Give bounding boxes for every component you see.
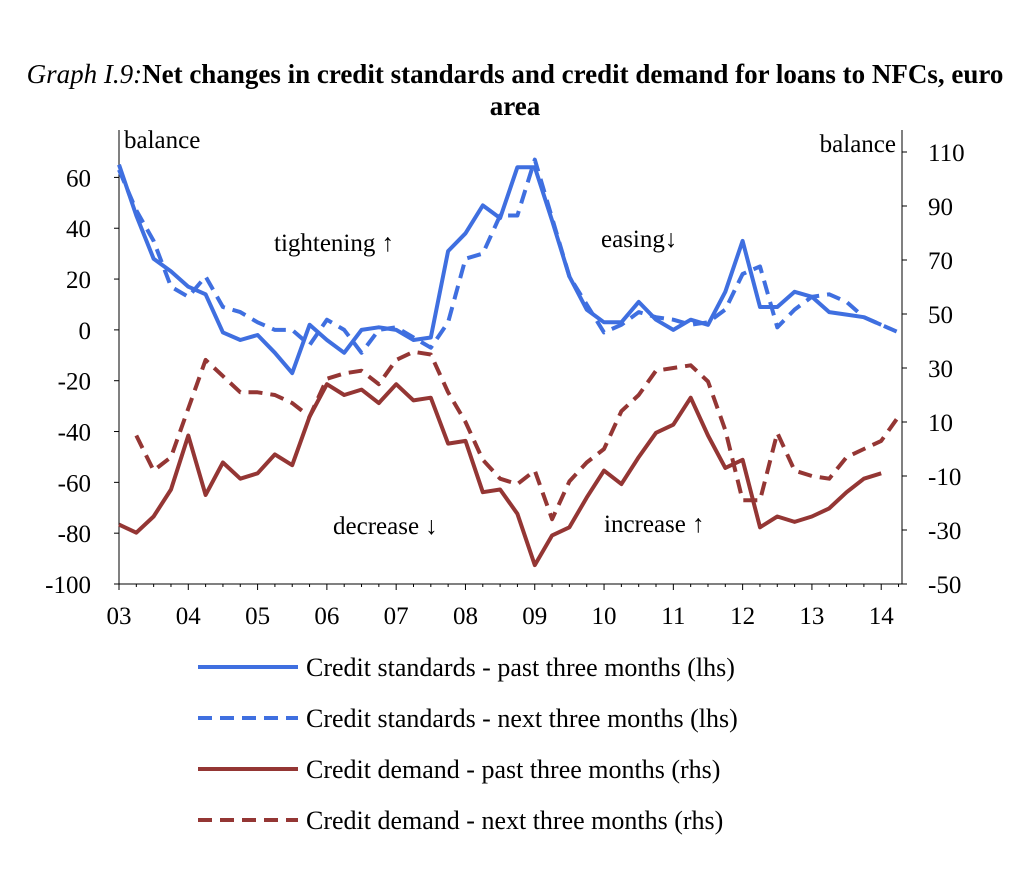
x-tick-label: 08 [453, 603, 478, 630]
annotation-2: easing↓ [601, 226, 677, 253]
x-tick-label: 05 [245, 603, 270, 630]
legend-label-2: Credit standards - next three months (lh… [306, 704, 738, 733]
x-tick-label: 11 [661, 603, 685, 630]
x-tick-label: 13 [799, 603, 824, 630]
chart-series [117, 157, 901, 568]
y-left-tick-label: -60 [58, 470, 91, 497]
legend-label-4: Credit demand - next three months (rhs) [306, 806, 723, 835]
annotation-4: increase ↑ [604, 511, 705, 538]
y-left-axis-label: balance [124, 127, 200, 154]
y-right-tick-label: 30 [928, 356, 953, 383]
legend-label-3: Credit demand - past three months (rhs) [306, 755, 720, 784]
y-right-tick-label: -30 [928, 518, 961, 545]
series-line-1 [117, 164, 883, 376]
x-tick-label: 04 [176, 603, 202, 630]
x-tick-label: 14 [869, 603, 895, 630]
y-left-tick-label: -80 [58, 521, 91, 548]
series-line-3 [118, 382, 882, 568]
y-right-tick-label: 90 [928, 194, 953, 221]
chart-axes: 60 40 20 0 -20 -40 -60 -80 -100 110 90 70 50 30 10 -10 -… [45, 127, 964, 630]
y-right-tick-label: 110 [928, 140, 965, 167]
chart-title-prefix: Graph I.9: [26, 59, 143, 89]
y-left-tick-label: -20 [58, 369, 91, 396]
x-tick-label: 09 [522, 603, 547, 630]
y-right-tick-label: 10 [928, 410, 953, 437]
y-left-tick-label: -100 [45, 572, 91, 599]
series-line-4 [134, 349, 901, 522]
x-tick-label: 12 [730, 603, 755, 630]
y-left-tick-label: 20 [66, 267, 91, 294]
y-left-tick-label: -40 [58, 420, 91, 447]
legend-label-1: Credit standards - past three months (lh… [306, 653, 735, 682]
y-right-tick-label: -50 [928, 572, 961, 599]
x-tick-label: 07 [384, 603, 409, 630]
y-right-axis-label: balance [820, 131, 896, 158]
x-tick-label: 03 [107, 603, 132, 630]
annotation-3: decrease ↓ [333, 513, 438, 540]
y-right-tick-label: 50 [928, 302, 953, 329]
y-left-tick-label: 40 [66, 216, 91, 243]
chart-annotations: tightening ↑ easing↓ decrease ↓ increase ↑ [274, 226, 705, 540]
y-right-tick-label: 70 [928, 248, 953, 275]
x-tick-label: 10 [592, 603, 617, 630]
y-right-tick-label: -10 [928, 464, 961, 491]
x-tick-label: 06 [314, 603, 339, 630]
chart-title-main: Net changes in credit standards and cred… [142, 59, 1004, 121]
y-left-tick-label: 60 [66, 165, 91, 192]
chart-legend: Credit standards - past three months (lh… [198, 653, 738, 835]
y-left-tick-label: 0 [79, 318, 92, 345]
chart-title: Graph I.9:Net changes in credit standard… [0, 58, 1030, 122]
annotation-1: tightening ↑ [274, 230, 394, 257]
series-line-2 [117, 157, 900, 355]
